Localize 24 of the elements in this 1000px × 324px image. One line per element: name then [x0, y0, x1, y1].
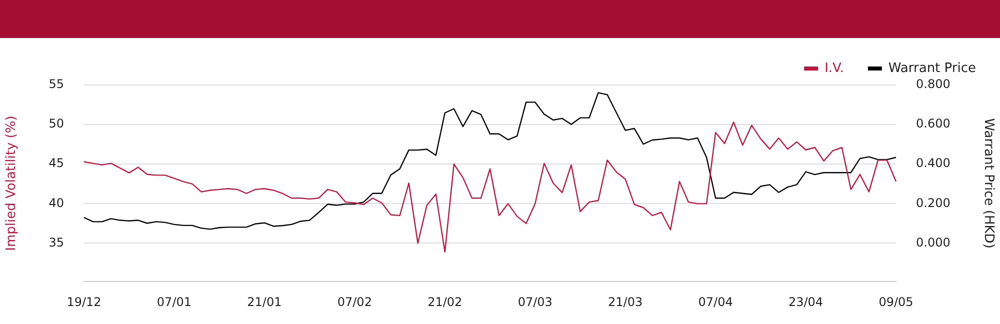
x-tick-label: 23/04 — [788, 294, 824, 309]
x-tick-label: 07/02 — [337, 294, 372, 309]
y-tick-label: 45 — [48, 156, 64, 170]
y-tick-label: 40 — [48, 196, 64, 210]
y2-tick-label: 0.200 — [916, 196, 950, 210]
x-tick-label: 21/01 — [247, 294, 282, 309]
y2-axis-title: Warrant Price (HKD) — [980, 118, 996, 248]
x-tick-label: 07/03 — [518, 294, 552, 309]
y-axis-title: Implied Volatility (%) — [4, 116, 20, 251]
x-tick-label: 21/03 — [608, 294, 643, 309]
x-tick-label: 19/12 — [66, 294, 102, 309]
legend-label: I.V. — [824, 60, 844, 76]
x-tick-label: 09/05 — [878, 294, 914, 309]
x-tick-label: 07/04 — [698, 294, 733, 309]
y2-tick-label: 0.000 — [916, 235, 950, 250]
y2-tick-label: 0.800 — [916, 77, 950, 92]
y-tick-label: 35 — [48, 235, 64, 250]
y-tick-label: 50 — [48, 116, 64, 131]
y2-tick-label: 0.400 — [916, 156, 950, 170]
legend-label: Warrant Price — [888, 60, 976, 76]
x-tick-label: 21/02 — [428, 294, 462, 309]
x-tick-label: 07/01 — [156, 294, 192, 309]
y-tick-label: 55 — [48, 77, 64, 92]
y2-tick-label: 0.600 — [916, 116, 950, 131]
